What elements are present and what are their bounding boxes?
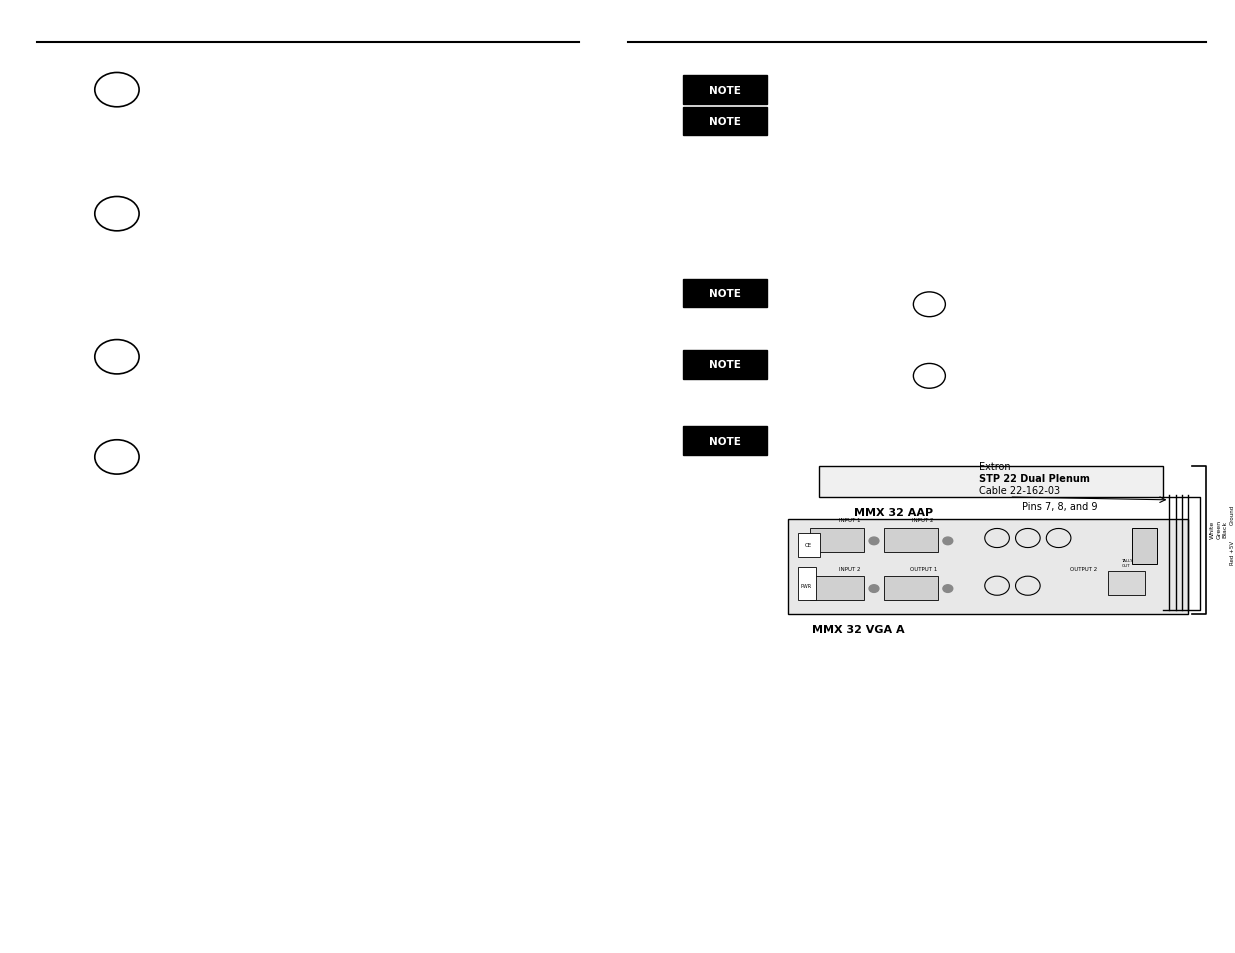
Text: OUTPUT 2: OUTPUT 2 <box>1070 567 1097 572</box>
Text: INPUT 1: INPUT 1 <box>839 517 860 522</box>
Text: NOTE: NOTE <box>709 360 741 370</box>
FancyBboxPatch shape <box>683 76 767 105</box>
Text: NOTE: NOTE <box>709 86 741 95</box>
FancyBboxPatch shape <box>810 529 864 553</box>
Text: PWR: PWR <box>800 583 811 589</box>
FancyBboxPatch shape <box>683 427 767 456</box>
Text: Pins 7, 8, and 9: Pins 7, 8, and 9 <box>1021 502 1097 512</box>
Text: NOTE: NOTE <box>709 436 741 446</box>
Text: OUTPUT 1: OUTPUT 1 <box>910 567 937 572</box>
Circle shape <box>869 585 879 593</box>
Text: MMX 32 VGA A: MMX 32 VGA A <box>813 624 905 634</box>
FancyBboxPatch shape <box>683 108 767 136</box>
FancyBboxPatch shape <box>683 279 767 308</box>
Text: INPUT 2: INPUT 2 <box>913 517 934 522</box>
Circle shape <box>942 585 952 593</box>
Text: Cable 22-162-03: Cable 22-162-03 <box>978 486 1060 496</box>
Circle shape <box>942 537 952 545</box>
FancyBboxPatch shape <box>683 351 767 379</box>
FancyBboxPatch shape <box>810 577 864 600</box>
Text: NOTE: NOTE <box>709 289 741 298</box>
Text: NOTE: NOTE <box>709 117 741 127</box>
FancyBboxPatch shape <box>788 519 1188 615</box>
FancyBboxPatch shape <box>819 467 1163 497</box>
Text: INPUT 2: INPUT 2 <box>839 567 860 572</box>
Text: Green: Green <box>1216 519 1221 538</box>
Text: CE: CE <box>805 542 813 548</box>
Text: Extron: Extron <box>978 462 1010 472</box>
FancyBboxPatch shape <box>1132 528 1157 564</box>
Text: TALLY
OUT: TALLY OUT <box>1120 558 1132 567</box>
Text: MMX 32 AAP: MMX 32 AAP <box>855 507 934 517</box>
Text: White: White <box>1210 519 1215 538</box>
Text: Ground: Ground <box>1230 504 1235 525</box>
FancyBboxPatch shape <box>798 534 820 558</box>
Text: Red +5V: Red +5V <box>1230 540 1235 565</box>
FancyBboxPatch shape <box>1108 572 1145 596</box>
FancyBboxPatch shape <box>884 577 939 600</box>
Text: Black: Black <box>1223 520 1228 537</box>
Text: STP 22 Dual Plenum: STP 22 Dual Plenum <box>978 474 1089 483</box>
FancyBboxPatch shape <box>798 567 816 600</box>
Circle shape <box>869 537 879 545</box>
FancyBboxPatch shape <box>884 529 939 553</box>
